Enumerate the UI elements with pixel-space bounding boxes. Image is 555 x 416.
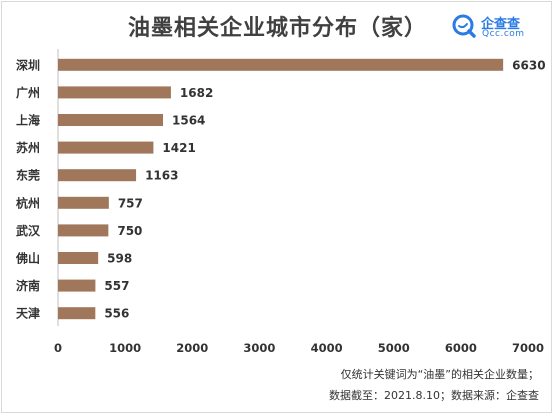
bar (58, 141, 154, 154)
bar (58, 196, 109, 209)
bar-value-label: 1421 (162, 141, 195, 155)
bar-value-label: 1564 (172, 114, 205, 128)
bar-value-label: 557 (104, 279, 129, 293)
x-tick-label: 5000 (378, 341, 410, 355)
bar (58, 114, 164, 126)
magnifier-icon (452, 14, 476, 38)
category-label: 上海 (16, 113, 40, 128)
x-tick-label: 4000 (311, 341, 343, 355)
x-tick-label: 0 (54, 341, 62, 355)
bar (58, 86, 171, 99)
category-label: 济南 (16, 278, 40, 293)
bar (58, 307, 96, 320)
chart-title: 油墨相关企业城市分布（家） (127, 16, 427, 41)
bar-value-label: 750 (117, 224, 142, 238)
bar-value-label: 757 (118, 196, 143, 210)
x-tick-label: 2000 (176, 341, 208, 355)
bar-value-label: 1682 (180, 86, 213, 100)
x-tick-label: 7000 (512, 341, 544, 355)
category-label: 天津 (16, 306, 40, 321)
bar-value-label: 556 (104, 307, 129, 321)
bar (58, 279, 96, 292)
category-label: 杭州 (16, 195, 40, 210)
category-label: 东莞 (16, 168, 40, 183)
bar-value-label: 6630 (512, 58, 545, 72)
bar-value-label: 598 (107, 252, 132, 266)
footnote-source: 数据截至：2021.8.10；数据来源：企查查 (329, 389, 539, 402)
bar (58, 169, 137, 182)
brand-domain: Qcc.com (482, 29, 525, 39)
x-tick-label: 3000 (243, 341, 275, 355)
category-label: 深圳 (16, 57, 40, 72)
bar-value-label: 1163 (145, 169, 178, 183)
x-tick-label: 6000 (445, 341, 477, 355)
x-tick-label: 1000 (109, 341, 141, 355)
bar (58, 224, 109, 237)
category-label: 广州 (16, 85, 40, 100)
category-label: 佛山 (15, 251, 40, 266)
category-label: 苏州 (16, 140, 40, 155)
footnote-scope: 仅统计关键词为“油墨”的相关企业数量； (340, 368, 539, 381)
bar (58, 252, 99, 264)
category-label: 武汉 (16, 223, 41, 238)
bar (58, 58, 504, 71)
brand-name: 企查查 (481, 17, 521, 32)
